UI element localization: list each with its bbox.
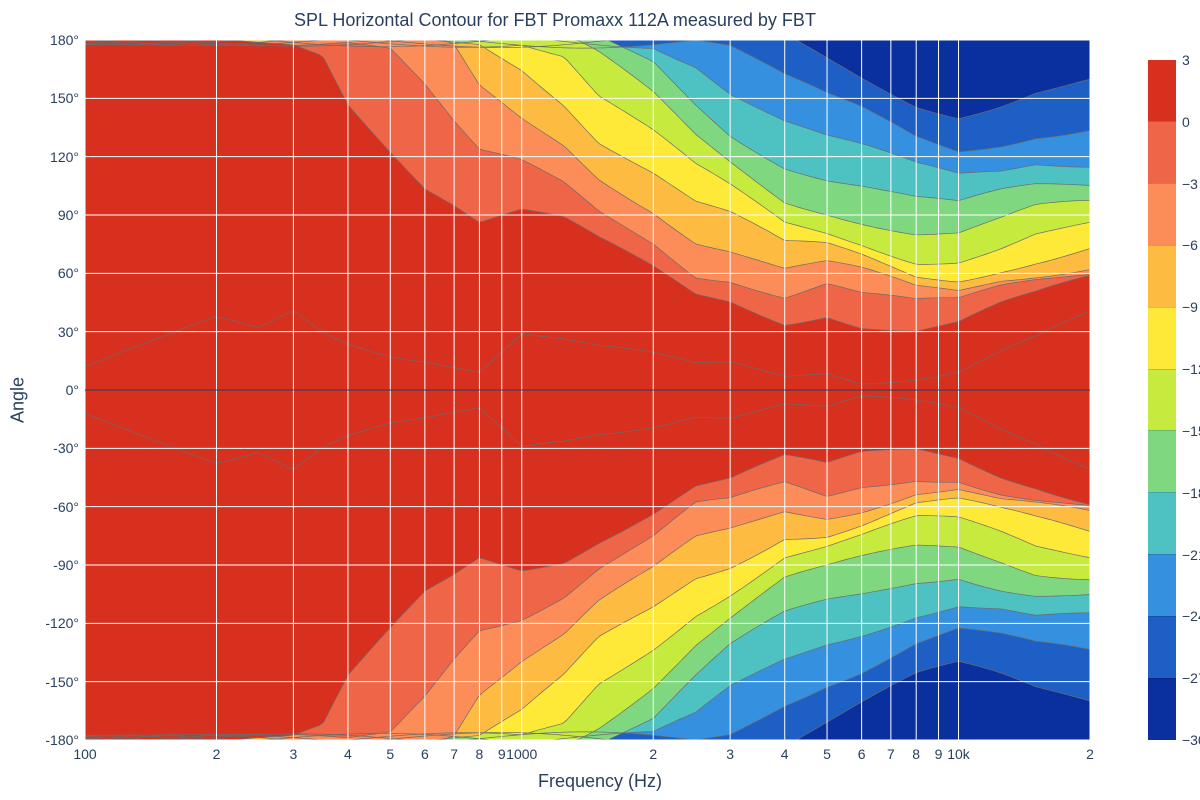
colorbar-segment <box>1148 121 1176 183</box>
colorbar-segment <box>1148 554 1176 616</box>
colorbar-segment <box>1148 678 1176 740</box>
y-axis-label: Angle <box>8 377 29 423</box>
x-tick-label: 9 <box>498 746 506 762</box>
x-tick-label: 100 <box>73 746 96 762</box>
y-tick-label: -30° <box>53 440 79 456</box>
x-tick-label: 2 <box>213 746 221 762</box>
x-tick-label: 2 <box>649 746 657 762</box>
x-tick-label: 7 <box>887 746 895 762</box>
colorbar: 30−3−6−9−12−15−18−21−24−27−30 <box>1148 60 1176 740</box>
x-tick-label: 10k <box>947 746 970 762</box>
x-tick-label: 6 <box>858 746 866 762</box>
chart-container: SPL Horizontal Contour for FBT Promaxx 1… <box>0 0 1200 800</box>
x-tick-label: 5 <box>386 746 394 762</box>
x-tick-label: 5 <box>823 746 831 762</box>
colorbar-segment <box>1148 307 1176 369</box>
y-tick-label: 90° <box>58 207 79 223</box>
x-tick-label: 4 <box>344 746 352 762</box>
y-tick-label: -90° <box>53 557 79 573</box>
colorbar-tick-label: −18 <box>1182 485 1200 501</box>
colorbar-segment <box>1148 616 1176 678</box>
colorbar-tick-label: −27 <box>1182 670 1200 686</box>
colorbar-tick-label: 3 <box>1182 52 1190 68</box>
colorbar-segment <box>1148 60 1176 121</box>
y-tick-label: 60° <box>58 265 79 281</box>
x-tick-label: 8 <box>912 746 920 762</box>
colorbar-tick-label: −15 <box>1182 423 1200 439</box>
colorbar-segment <box>1148 369 1176 431</box>
x-axis-label: Frequency (Hz) <box>538 771 662 792</box>
y-tick-label: 0° <box>66 382 79 398</box>
x-tick-label: 9 <box>935 746 943 762</box>
y-tick-label: 180° <box>50 32 79 48</box>
x-tick-label: 1000 <box>506 746 537 762</box>
colorbar-tick-label: −24 <box>1182 608 1200 624</box>
plot-area: -180°-150°-120°-90°-60°-30°0°30°60°90°12… <box>85 40 1090 740</box>
colorbar-tick-label: −6 <box>1182 237 1198 253</box>
y-tick-label: -120° <box>45 615 79 631</box>
x-tick-label: 2 <box>1086 746 1094 762</box>
y-tick-label: -60° <box>53 499 79 515</box>
colorbar-segment <box>1148 245 1176 307</box>
colorbar-tick-label: 0 <box>1182 114 1190 130</box>
x-tick-label: 4 <box>781 746 789 762</box>
x-tick-label: 3 <box>726 746 734 762</box>
colorbar-tick-label: −30 <box>1182 732 1200 748</box>
y-tick-label: -150° <box>45 674 79 690</box>
y-tick-label: 120° <box>50 149 79 165</box>
x-tick-label: 7 <box>450 746 458 762</box>
colorbar-segment <box>1148 183 1176 245</box>
colorbar-tick-label: −9 <box>1182 299 1198 315</box>
chart-title: SPL Horizontal Contour for FBT Promaxx 1… <box>0 10 1110 31</box>
colorbar-segment <box>1148 430 1176 492</box>
colorbar-tick-label: −12 <box>1182 361 1200 377</box>
contour-plot <box>85 40 1090 740</box>
x-tick-label: 8 <box>476 746 484 762</box>
y-tick-label: 150° <box>50 90 79 106</box>
x-tick-label: 6 <box>421 746 429 762</box>
y-tick-label: 30° <box>58 324 79 340</box>
colorbar-segment <box>1148 492 1176 554</box>
colorbar-tick-label: −21 <box>1182 547 1200 563</box>
colorbar-tick-label: −3 <box>1182 176 1198 192</box>
x-tick-label: 3 <box>289 746 297 762</box>
